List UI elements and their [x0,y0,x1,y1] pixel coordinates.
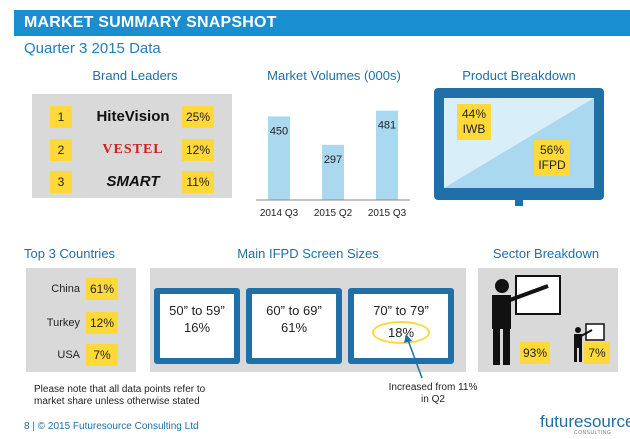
brand-row: 1 HiteVision 25% [50,106,218,128]
sector-title: Sector Breakdown [492,246,600,261]
bar-value-label: 481 [378,120,396,132]
screen-share: 16% [183,320,211,335]
smart-logo: SMART [106,173,160,190]
brand-rank: 1 [50,106,72,128]
x-tick-label: 2014 Q3 [260,208,299,219]
country-share: 7% [86,344,118,366]
screen-50-59: 50” to 59” 16% [154,288,240,364]
page-subtitle: Quarter 3 2015 Data [24,40,161,57]
country-row: USA 7% [36,344,122,366]
ifpd-badge: 56% IFPD [534,140,570,176]
bar-2015-q2 [322,144,344,200]
screen-inner: 50” to 59” 16% [160,294,234,358]
brand-row: 3 SMART 11% [50,171,218,193]
countries-title: Top 3 Countries [24,246,116,261]
hitevision-logo: HiteVision [96,108,170,125]
screen-range: 60” to 69” [266,303,322,318]
iwb-badge: 44% IWB [457,104,491,140]
country-name: Turkey [46,317,80,329]
screen-sizes-title: Main IFPD Screen Sizes [237,246,379,261]
callout-text: Increased from 11% in Q2 [388,382,478,405]
brand-rank: 2 [50,139,72,161]
product-breakdown-title: Product Breakdown [462,68,576,83]
bar-2014-q3 [268,116,290,200]
screen-range: 50” to 59” [169,303,225,318]
bar-2015-q3 [376,110,398,200]
ifpd-percent: 56% [539,143,565,157]
copyright: © 2015 Futuresource Consulting Ltd [37,421,199,432]
futuresource-logo: futuresource [540,412,630,431]
screen-60-69: 60” to 69” 61% [246,288,342,364]
country-name: USA [57,349,80,361]
screen-range: 70” to 79” [373,303,429,318]
country-share: 61% [86,278,118,300]
market-volumes-title: Market Volumes (000s) [267,68,401,83]
iwb-percent: 44% [461,107,487,121]
brand-share: 25% [182,106,214,128]
country-name: China [51,283,80,295]
page-number: 8 [24,421,30,432]
x-tick-label: 2015 Q2 [314,208,353,219]
country-row: China 61% [36,278,122,300]
footnote: Please note that all data points refer t… [34,384,206,407]
country-share: 12% [86,312,118,334]
iwb-label: IWB [462,122,486,136]
futuresource-logo-sub: CONSULTING [574,430,612,436]
brand-row: 2 VESTEL 12% [50,139,218,161]
screen-inner: 60” to 69” 61% [252,294,336,358]
screen-share: 61% [280,320,308,335]
x-tick-label: 2015 Q3 [368,208,407,219]
callout-arrow [404,334,423,379]
screen-inner: 70” to 79” 18% [354,294,448,358]
vestel-logo: VESTEL [102,142,164,157]
teacher-icon [492,275,605,365]
title-bar: MARKET SUMMARY SNAPSHOT [14,10,630,36]
screen-70-79: 70” to 79” 18% [348,288,454,364]
market-volumes-chart: 450 2014 Q3 297 2015 Q2 481 2015 Q3 [256,110,410,219]
ifpd-label: IFPD [538,158,566,172]
monitor-stand [515,200,523,206]
bar-value-label: 450 [270,125,288,137]
bar-value-label: 297 [324,154,342,166]
country-row: Turkey 12% [36,312,122,334]
footer-separator: | [32,421,38,432]
footer: 8 | © 2015 Futuresource Consulting Ltd [24,421,199,432]
brand-leaders-title: Brand Leaders [92,68,178,83]
brand-rank: 3 [50,171,72,193]
brand-share: 11% [182,171,214,193]
brand-share: 12% [182,139,214,161]
sector-large-share: 93% [520,342,550,364]
sector-small-share: 7% [584,342,610,364]
page-title: MARKET SUMMARY SNAPSHOT [24,14,277,31]
